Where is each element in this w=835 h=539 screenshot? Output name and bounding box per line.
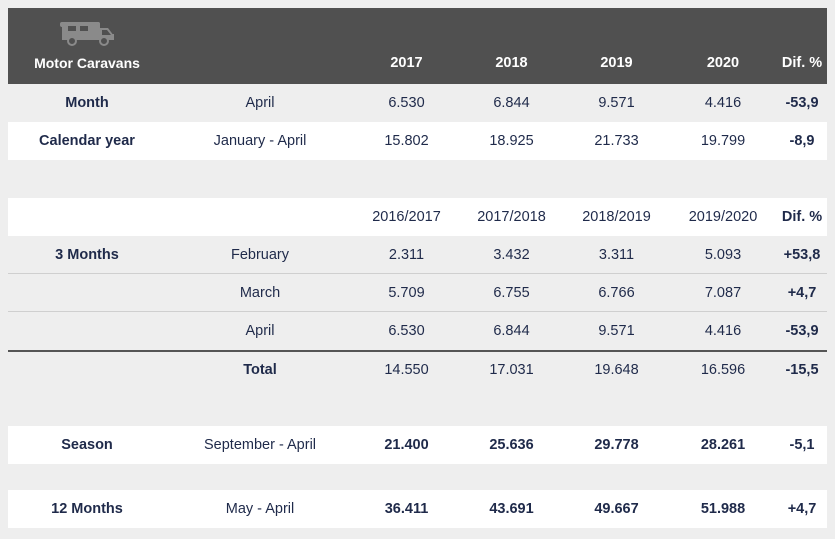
total-row: Total 14.550 17.031 19.648 16.596 -15,5 <box>8 352 827 388</box>
table-header: Motor Caravans 2017 2018 2019 2020 Dif. … <box>8 8 827 84</box>
cell: 5.709 <box>388 284 425 301</box>
col-2018: 2018 <box>495 55 528 71</box>
col-2018-2019: 2018/2019 <box>582 209 651 225</box>
cell: 43.691 <box>489 501 534 517</box>
cell-dif: -53,9 <box>785 95 819 111</box>
cell: 29.778 <box>594 437 639 453</box>
row-period: April <box>245 95 275 111</box>
table-title: Motor Caravans <box>34 55 140 71</box>
cell: 15.802 <box>384 133 429 149</box>
cell-dif: -5,1 <box>789 437 815 453</box>
cell-dif: +4,7 <box>787 284 817 301</box>
col-2017: 2017 <box>390 55 423 71</box>
table-row: Month April 6.530 6.844 9.571 4.416 -53,… <box>8 84 827 122</box>
cell: 17.031 <box>489 362 534 378</box>
col-2016-2017: 2016/2017 <box>372 209 441 225</box>
row-period: April <box>245 323 275 339</box>
cell: 36.411 <box>384 501 429 517</box>
cell: 18.925 <box>489 133 534 149</box>
cell: 19.799 <box>700 133 746 149</box>
cell: 6.530 <box>388 95 425 111</box>
row-divider <box>8 311 827 312</box>
table-row: Calendar year January - April 15.802 18.… <box>8 122 827 160</box>
cell-dif: +4,7 <box>787 501 817 517</box>
cell: 21.400 <box>384 437 429 453</box>
table-row: April 6.530 6.844 9.571 4.416 -53,9 <box>8 312 827 350</box>
row-label: Season <box>61 437 113 453</box>
cell: 6.766 <box>598 284 635 301</box>
col-dif: Dif. % <box>781 209 823 225</box>
table-row: Season September - April 21.400 25.636 2… <box>8 426 827 464</box>
cell: 49.667 <box>594 501 639 517</box>
row-label: 12 Months <box>51 501 123 517</box>
row-period: May - April <box>225 501 295 517</box>
row-period: Total <box>243 362 277 378</box>
row-period: September - April <box>203 437 317 453</box>
row-label: Month <box>65 95 109 111</box>
cell-dif: -15,5 <box>785 362 819 378</box>
cell: 4.416 <box>704 95 742 111</box>
cell: 25.636 <box>489 437 534 453</box>
season-header-row: 2016/2017 2017/2018 2018/2019 2019/2020 … <box>8 198 827 236</box>
row-divider <box>8 273 827 274</box>
table-row: March 5.709 6.755 6.766 7.087 +4,7 <box>8 274 827 311</box>
row-period: February <box>230 246 290 263</box>
cell: 3.311 <box>598 246 635 263</box>
cell: 16.596 <box>700 362 746 378</box>
cell: 19.648 <box>594 362 639 378</box>
cell: 2.311 <box>388 246 425 263</box>
cell: 14.550 <box>384 362 429 378</box>
cell: 5.093 <box>704 246 742 263</box>
cell-dif: -53,9 <box>785 323 819 339</box>
cell-dif: +53,8 <box>783 246 821 263</box>
cell: 3.432 <box>493 246 530 263</box>
cell: 9.571 <box>598 323 635 339</box>
camper-van-icon <box>60 22 114 46</box>
table-row: 12 Months May - April 36.411 43.691 49.6… <box>8 490 827 528</box>
cell: 6.530 <box>388 323 425 339</box>
row-period: January - April <box>213 133 307 149</box>
cell: 6.844 <box>493 95 530 111</box>
row-label: Calendar year <box>39 133 135 149</box>
cell: 6.844 <box>493 323 530 339</box>
cell: 28.261 <box>700 437 746 453</box>
col-2017-2018: 2017/2018 <box>477 209 546 225</box>
col-2020: 2020 <box>706 55 740 71</box>
col-2019: 2019 <box>600 55 633 71</box>
cell-dif: -8,9 <box>789 133 815 149</box>
row-period: March <box>239 284 281 301</box>
cell: 9.571 <box>598 95 635 111</box>
cell: 21.733 <box>594 133 639 149</box>
cell: 4.416 <box>704 323 742 339</box>
table-row: 3 Months February 2.311 3.432 3.311 5.09… <box>8 236 827 273</box>
cell: 6.755 <box>493 284 530 301</box>
cell: 7.087 <box>704 284 742 301</box>
col-dif: Dif. % <box>781 55 823 71</box>
row-label: 3 Months <box>55 246 119 263</box>
col-2019-2020: 2019/2020 <box>688 209 758 225</box>
cell: 51.988 <box>700 501 746 517</box>
total-divider <box>8 350 827 352</box>
